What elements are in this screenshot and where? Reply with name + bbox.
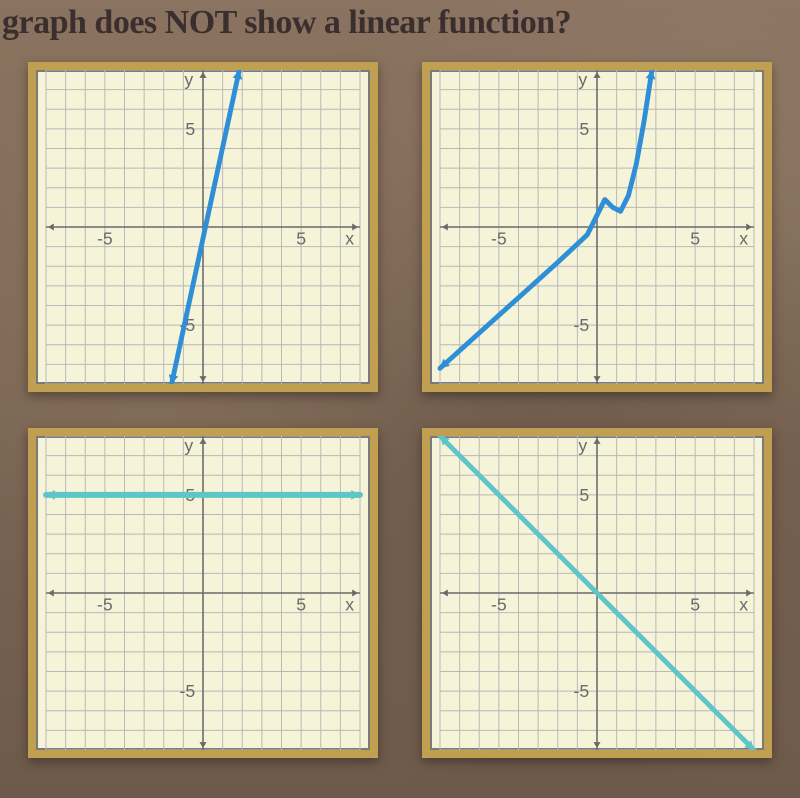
svg-text:y: y [578, 70, 587, 90]
svg-text:5: 5 [690, 595, 700, 615]
graph-panel-C[interactable]: 5-55-5yx [28, 428, 378, 758]
svg-text:-5: -5 [491, 229, 507, 249]
svg-text:x: x [739, 229, 748, 249]
svg-text:-5: -5 [97, 229, 113, 249]
svg-text:-5: -5 [573, 315, 589, 335]
svg-text:-5: -5 [491, 595, 507, 615]
svg-text:5: 5 [296, 229, 306, 249]
svg-text:-5: -5 [573, 681, 589, 701]
svg-text:5: 5 [690, 229, 700, 249]
svg-text:y: y [578, 436, 587, 456]
graph-panel-D[interactable]: 5 -5 5 -5 y x [422, 428, 772, 758]
svg-text:-5: -5 [97, 595, 113, 615]
svg-text:5: 5 [296, 595, 306, 615]
svg-text:y: y [184, 70, 193, 90]
graph-svg-C: 5-55-5yx [36, 436, 370, 750]
answer-grid: 5 -5 5 -5 y x 5 -5 5 -5 y x 5 -5 5 -5 y x 5 -5 5 -5 y x [28, 62, 772, 758]
graph-svg-A: 5-55-5yx [36, 70, 370, 384]
svg-text:x: x [345, 229, 354, 249]
graph-svg-D: 5 -5 5 -5 y x [430, 436, 764, 750]
svg-text:5: 5 [579, 485, 589, 505]
question-text: graph does NOT show a linear function? [0, 4, 800, 42]
svg-text:y: y [184, 436, 193, 456]
graph-panel-A[interactable]: 5-55-5yx [28, 62, 378, 392]
svg-text:x: x [739, 595, 748, 615]
svg-text:-5: -5 [179, 681, 195, 701]
svg-text:5: 5 [185, 119, 195, 139]
graph-panel-B[interactable]: 5 -5 5 -5 y x [422, 62, 772, 392]
graph-svg-B: 5 -5 5 -5 y x [430, 70, 764, 384]
svg-text:5: 5 [579, 119, 589, 139]
svg-text:x: x [345, 595, 354, 615]
